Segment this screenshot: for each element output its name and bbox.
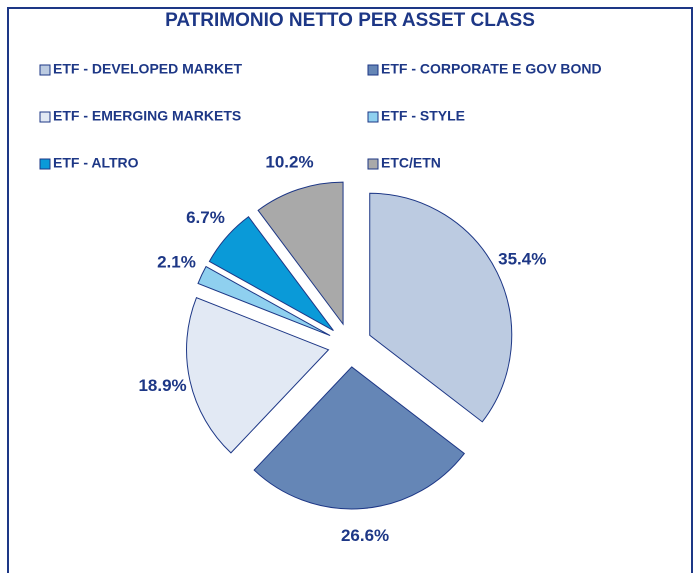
legend-swatch: [367, 158, 379, 170]
legend-swatch: [367, 111, 379, 123]
pie-slice: [253, 366, 465, 510]
legend-label: ETF - STYLE: [381, 108, 465, 124]
data-label: 18.9%: [138, 376, 186, 395]
pie-slice: [197, 265, 331, 337]
legend-label: ETC/ETN: [381, 155, 441, 171]
legend-label: ETF - CORPORATE E GOV BOND: [381, 61, 602, 77]
pie-slice: [208, 216, 334, 331]
data-label: 2.1%: [157, 252, 196, 271]
legend-swatch: [39, 64, 51, 76]
data-label: 26.6%: [341, 526, 389, 545]
legend-label: ETF - ALTRO: [53, 155, 139, 171]
pie-slice: [186, 297, 330, 454]
legend-label: ETF - EMERGING MARKETS: [53, 108, 241, 124]
legend-label: ETF - DEVELOPED MARKET: [53, 61, 242, 77]
legend-swatch: [39, 111, 51, 123]
legend-swatch: [367, 64, 379, 76]
data-label: 35.4%: [498, 250, 546, 269]
legend-swatch: [39, 158, 51, 170]
pie-slice: [369, 192, 513, 423]
data-label: 6.7%: [186, 208, 225, 227]
chart-title: PATRIMONIO NETTO PER ASSET CLASS: [165, 10, 535, 31]
data-label: 10.2%: [265, 152, 313, 171]
pie-slice: [257, 181, 344, 326]
